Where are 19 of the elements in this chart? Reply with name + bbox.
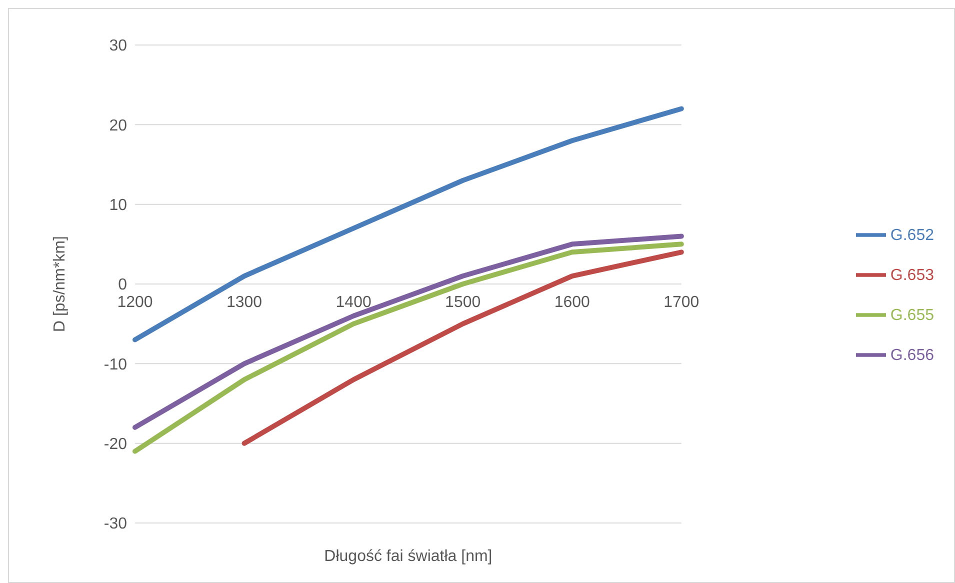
y-axis-title: D [ps/nm*km]: [52, 236, 69, 332]
y-tick-label: -30: [104, 516, 128, 533]
x-axis-title: Długość fai światła [nm]: [324, 548, 492, 565]
y-tick-label: 10: [109, 197, 128, 214]
y-tick-label: -20: [104, 436, 128, 454]
y-tick-label: -10: [104, 356, 128, 374]
x-tick-label: 1500: [445, 294, 481, 311]
x-tick-label: 1300: [226, 294, 262, 311]
legend-label: G.656: [890, 346, 934, 364]
x-tick-label: 1400: [336, 294, 372, 311]
y-tick-label: 30: [109, 38, 128, 55]
x-tick-label: 1600: [554, 294, 590, 311]
legend-label: G.655: [890, 306, 934, 324]
y-tick-label: 0: [118, 276, 128, 294]
y-tick-label: 20: [109, 117, 128, 134]
legend-label: G.653: [890, 266, 934, 284]
x-tick-label: 1200: [117, 294, 153, 311]
legend-label: G.652: [890, 226, 934, 244]
x-tick-label: 1700: [664, 294, 700, 311]
